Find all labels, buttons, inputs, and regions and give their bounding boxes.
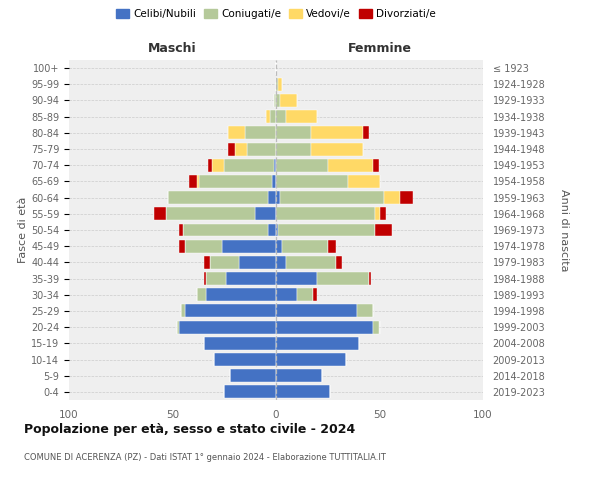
Bar — [328, 159, 373, 172]
Bar — [276, 126, 311, 140]
Bar — [185, 304, 276, 318]
Bar — [276, 175, 349, 188]
Bar — [208, 159, 212, 172]
Bar — [363, 126, 369, 140]
Bar — [169, 191, 268, 204]
Bar — [357, 304, 373, 318]
Bar — [276, 208, 376, 220]
Bar — [176, 320, 179, 334]
Bar — [189, 175, 197, 188]
Bar — [230, 369, 276, 382]
Bar — [179, 320, 276, 334]
Bar — [311, 142, 363, 156]
Bar — [276, 142, 311, 156]
Bar — [166, 208, 256, 220]
Bar — [235, 142, 247, 156]
Bar — [183, 224, 268, 236]
Bar — [276, 337, 359, 350]
Bar — [179, 240, 185, 252]
Text: Femmine: Femmine — [347, 42, 412, 55]
Bar — [373, 320, 379, 334]
Bar — [276, 369, 322, 382]
Bar — [270, 110, 276, 123]
Text: Maschi: Maschi — [148, 42, 197, 55]
Bar — [276, 256, 286, 269]
Bar — [276, 191, 280, 204]
Bar — [349, 175, 380, 188]
Bar — [256, 208, 276, 220]
Bar — [276, 94, 280, 107]
Bar — [373, 159, 379, 172]
Bar — [278, 224, 376, 236]
Bar — [286, 256, 336, 269]
Bar — [210, 256, 239, 269]
Bar — [380, 208, 386, 220]
Bar — [229, 142, 235, 156]
Bar — [276, 78, 278, 91]
Bar — [154, 208, 166, 220]
Bar — [212, 159, 224, 172]
Bar — [181, 304, 185, 318]
Bar — [296, 288, 313, 301]
Bar — [199, 175, 272, 188]
Bar — [185, 240, 222, 252]
Bar — [203, 256, 210, 269]
Bar — [400, 191, 413, 204]
Bar — [203, 337, 276, 350]
Bar — [276, 240, 282, 252]
Bar — [272, 175, 276, 188]
Bar — [280, 191, 383, 204]
Bar — [317, 272, 369, 285]
Bar — [336, 256, 342, 269]
Bar — [276, 224, 278, 236]
Bar — [197, 175, 199, 188]
Bar — [274, 94, 276, 107]
Bar — [226, 272, 276, 285]
Bar — [276, 320, 373, 334]
Bar — [276, 110, 286, 123]
Bar — [206, 272, 226, 285]
Bar — [278, 78, 282, 91]
Bar — [276, 353, 346, 366]
Legend: Celibi/Nubili, Coniugati/e, Vedovi/e, Divorziati/e: Celibi/Nubili, Coniugati/e, Vedovi/e, Di… — [112, 5, 440, 24]
Bar — [268, 191, 276, 204]
Y-axis label: Fasce di età: Fasce di età — [18, 197, 28, 263]
Bar — [224, 159, 274, 172]
Bar — [266, 110, 270, 123]
Bar — [383, 191, 400, 204]
Bar — [222, 240, 276, 252]
Bar — [229, 126, 245, 140]
Bar — [276, 272, 317, 285]
Bar — [239, 256, 276, 269]
Y-axis label: Anni di nascita: Anni di nascita — [559, 188, 569, 271]
Bar — [245, 126, 276, 140]
Bar — [376, 208, 380, 220]
Bar — [276, 386, 330, 398]
Text: COMUNE DI ACERENZA (PZ) - Dati ISTAT 1° gennaio 2024 - Elaborazione TUTTITALIA.I: COMUNE DI ACERENZA (PZ) - Dati ISTAT 1° … — [24, 452, 386, 462]
Bar — [247, 142, 276, 156]
Bar — [282, 240, 328, 252]
Bar — [369, 272, 371, 285]
Bar — [328, 240, 336, 252]
Bar — [224, 386, 276, 398]
Bar — [313, 288, 317, 301]
Bar — [286, 110, 317, 123]
Bar — [179, 224, 183, 236]
Bar — [276, 159, 328, 172]
Bar — [214, 353, 276, 366]
Text: Popolazione per età, sesso e stato civile - 2024: Popolazione per età, sesso e stato civil… — [24, 422, 355, 436]
Bar — [203, 272, 206, 285]
Bar — [206, 288, 276, 301]
Bar — [280, 94, 296, 107]
Bar — [276, 288, 296, 301]
Bar — [268, 224, 276, 236]
Bar — [311, 126, 363, 140]
Bar — [197, 288, 206, 301]
Bar — [376, 224, 392, 236]
Bar — [274, 159, 276, 172]
Bar — [276, 304, 357, 318]
